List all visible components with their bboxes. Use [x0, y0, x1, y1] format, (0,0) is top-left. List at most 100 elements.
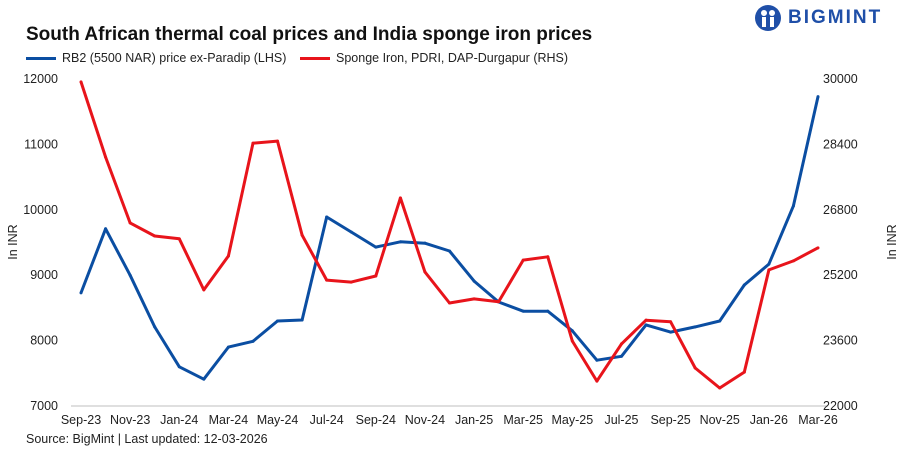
data-point — [619, 342, 623, 346]
x-tick-label: Nov-23 — [110, 413, 150, 427]
series-line-1 — [79, 81, 819, 390]
data-point — [128, 273, 132, 277]
data-point — [349, 230, 353, 234]
data-point — [300, 233, 304, 237]
data-point — [791, 259, 795, 263]
data-point — [693, 325, 697, 329]
data-point — [202, 288, 206, 292]
data-point — [177, 237, 181, 241]
data-point — [718, 386, 722, 390]
x-tick-label: Sep-23 — [61, 413, 101, 427]
y-left-tick-label: 12000 — [23, 72, 58, 86]
y-left-tick-label: 10000 — [23, 203, 58, 217]
x-tick-label: May-24 — [257, 413, 299, 427]
data-point — [251, 339, 255, 343]
data-point — [276, 139, 280, 143]
data-point — [644, 323, 648, 327]
data-point — [767, 262, 771, 266]
data-point — [546, 309, 550, 313]
y-left-tick-label: 11000 — [24, 137, 58, 151]
data-point — [153, 234, 157, 238]
legend-swatch — [300, 56, 330, 60]
data-point — [226, 345, 230, 349]
data-point — [226, 254, 230, 258]
data-point — [497, 300, 501, 304]
data-point — [595, 358, 599, 362]
data-point — [448, 249, 451, 253]
data-point — [423, 241, 427, 245]
data-point — [374, 274, 378, 278]
legend-label: RB2 (5500 NAR) price ex-Paradip (LHS) — [62, 51, 287, 65]
y-right-axis-title: In INR — [885, 224, 899, 259]
data-point — [374, 245, 378, 249]
data-point — [177, 365, 181, 369]
data-point — [79, 80, 83, 84]
x-tick-label: Nov-25 — [700, 413, 740, 427]
legend-item-sponge-iron: Sponge Iron, PDRI, DAP-Durgapur (RHS) — [300, 51, 568, 65]
y-right-tick-label: 30000 — [823, 72, 858, 86]
x-tick-label: Nov-24 — [405, 413, 445, 427]
bigmint-logo: BIGMINT — [754, 4, 882, 32]
data-point — [325, 215, 329, 219]
data-point — [669, 330, 673, 334]
x-tick-label: Mar-26 — [798, 413, 838, 427]
x-tick-label: Mar-24 — [209, 413, 249, 427]
legend-label: Sponge Iron, PDRI, DAP-Durgapur (RHS) — [336, 51, 569, 65]
y-left-axis-title: In INR — [6, 224, 20, 259]
logo-icon — [755, 5, 781, 31]
data-point — [816, 246, 820, 250]
x-tick-label: Sep-25 — [650, 413, 690, 427]
x-tick-label: May-25 — [551, 413, 593, 427]
x-tick-label: Jan-25 — [455, 413, 493, 427]
y-left-tick-label: 7000 — [30, 399, 58, 413]
y-right-tick-label: 28400 — [823, 137, 858, 151]
data-point — [128, 221, 132, 225]
y-right-tick-label: 23600 — [823, 334, 858, 348]
data-point — [742, 370, 746, 374]
legend-item-rb2: RB2 (5500 NAR) price ex-Paradip (LHS) — [26, 51, 286, 65]
x-tick-label: Jul-25 — [604, 413, 638, 427]
data-point — [570, 329, 574, 333]
y-right-tick-label: 22000 — [823, 399, 858, 413]
data-point — [546, 255, 550, 259]
data-point — [791, 204, 795, 208]
data-point — [693, 366, 697, 370]
series-line-0 — [79, 96, 820, 381]
data-point — [153, 325, 157, 329]
x-tick-label: Jan-24 — [160, 413, 198, 427]
logo-text: BIGMINT — [788, 7, 883, 28]
legend-swatch — [26, 56, 56, 60]
data-point — [104, 227, 108, 231]
data-point — [595, 379, 599, 383]
y-left-tick-label: 8000 — [30, 334, 58, 348]
x-tick-label: Sep-24 — [356, 413, 396, 427]
data-point — [816, 95, 820, 99]
data-point — [202, 377, 206, 381]
data-point — [472, 279, 476, 283]
data-point — [104, 155, 108, 159]
source-note: Source: BigMint | Last updated: 12-03-20… — [26, 432, 268, 446]
x-tick-label: Mar-25 — [503, 413, 543, 427]
data-point — [570, 339, 574, 343]
data-point — [398, 240, 402, 244]
data-point — [767, 268, 771, 272]
data-point — [276, 319, 280, 323]
y-left-tick-label: 9000 — [30, 268, 58, 282]
data-point — [472, 297, 476, 301]
x-tick-label: Jul-24 — [310, 413, 344, 427]
data-point — [521, 309, 525, 313]
x-tick-label: Jan-26 — [750, 413, 788, 427]
data-point — [349, 280, 353, 284]
data-point — [398, 196, 402, 200]
data-point — [521, 258, 525, 262]
data-point — [742, 283, 746, 287]
y-right-tick-label: 26800 — [823, 203, 858, 217]
data-point — [718, 319, 722, 323]
data-point — [619, 354, 623, 358]
data-point — [79, 291, 83, 295]
data-point — [669, 320, 673, 324]
data-point — [423, 270, 427, 274]
data-point — [325, 278, 329, 282]
